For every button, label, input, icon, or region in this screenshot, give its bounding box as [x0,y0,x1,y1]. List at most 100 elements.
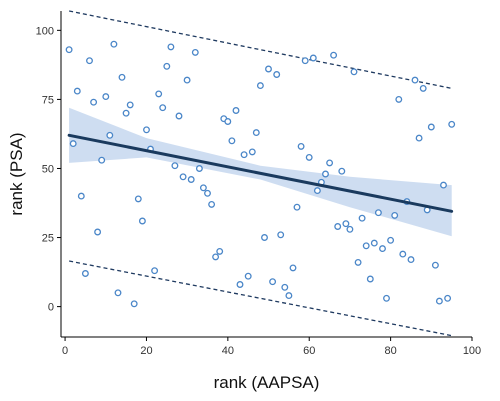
data-point [208,200,216,208]
data-point [419,84,427,92]
data-point [212,253,220,261]
data-point [236,281,244,288]
data-point [167,43,175,51]
data-point [366,275,374,283]
data-point [175,112,183,120]
data-point [354,258,362,266]
data-point [309,54,317,62]
x-tick-label: 0 [62,345,68,357]
x-tick-label: 20 [140,345,152,357]
x-tick-label: 60 [303,345,315,357]
data-point [110,40,118,48]
data-point [415,134,423,142]
data-point [383,294,390,302]
data-point [244,272,252,280]
data-point [326,159,334,167]
upper-bound-line [69,10,452,89]
data-point [228,137,236,145]
lower-bound-line [69,260,452,337]
data-point [252,129,260,137]
y-tick-label: 0 [48,302,54,314]
data-point [261,234,268,241]
data-point [171,162,179,170]
data-point [301,57,309,65]
data-point [411,76,419,84]
data-point [106,131,114,139]
y-tick-label: 100 [36,25,54,37]
data-point [122,109,130,117]
plot-area [65,10,456,337]
data-point [370,239,378,247]
data-point [342,220,350,228]
data-point [69,140,77,148]
data-point [159,104,167,112]
data-point [163,62,171,70]
data-point [118,73,126,81]
y-tick-label: 75 [42,94,54,106]
data-point [232,107,240,114]
x-axis-title: rank (AAPSA) [214,373,320,392]
data-point [265,65,272,73]
x-tick-label: 80 [384,345,396,357]
data-point [427,123,435,131]
y-tick-label: 25 [42,233,54,245]
data-point [362,242,370,250]
data-point [216,247,224,255]
data-point [435,297,443,305]
x-tick-label: 40 [222,345,234,357]
data-point [444,294,452,302]
data-point [313,187,321,195]
data-point [256,82,264,90]
regression-line [67,133,454,213]
data-point [431,261,439,269]
data-point [346,225,354,233]
y-axis-title: rank (PSA) [7,132,26,215]
data-point [204,189,211,197]
data-point [191,48,199,56]
data-point [281,283,289,291]
data-point [155,90,163,98]
data-point [81,270,89,277]
data-point [130,300,138,308]
data-point [102,93,110,101]
data-point [94,228,102,236]
data-point [199,184,207,192]
data-point [114,289,122,297]
data-point [183,76,191,84]
data-point [391,211,399,219]
data-point [134,195,142,203]
data-point [374,209,382,217]
data-point [285,292,293,300]
y-tick-label: 50 [42,163,54,175]
data-point [90,98,98,106]
data-point [73,87,81,95]
data-point [297,142,305,150]
data-point [273,71,281,78]
data-point [448,120,456,128]
data-point [293,203,301,211]
axes: 0 20 40 60 80 100 0 25 50 75 100 [36,11,481,357]
data-point [151,267,159,275]
data-point [395,95,403,103]
data-point [98,156,106,164]
data-point [86,57,93,65]
data-point [358,214,366,222]
data-point [187,176,195,183]
data-point [289,264,297,272]
data-point [322,170,329,178]
data-point [248,148,256,156]
data-point [338,167,346,175]
data-point [407,256,415,264]
data-point [143,126,150,134]
data-point [387,236,395,244]
data-point [379,245,386,253]
data-point [126,101,134,109]
data-point [330,51,338,59]
data-point [224,118,232,125]
data-point [77,192,85,200]
data-point [350,68,358,76]
data-point [399,250,407,258]
data-point [269,278,277,286]
data-point [440,181,447,189]
